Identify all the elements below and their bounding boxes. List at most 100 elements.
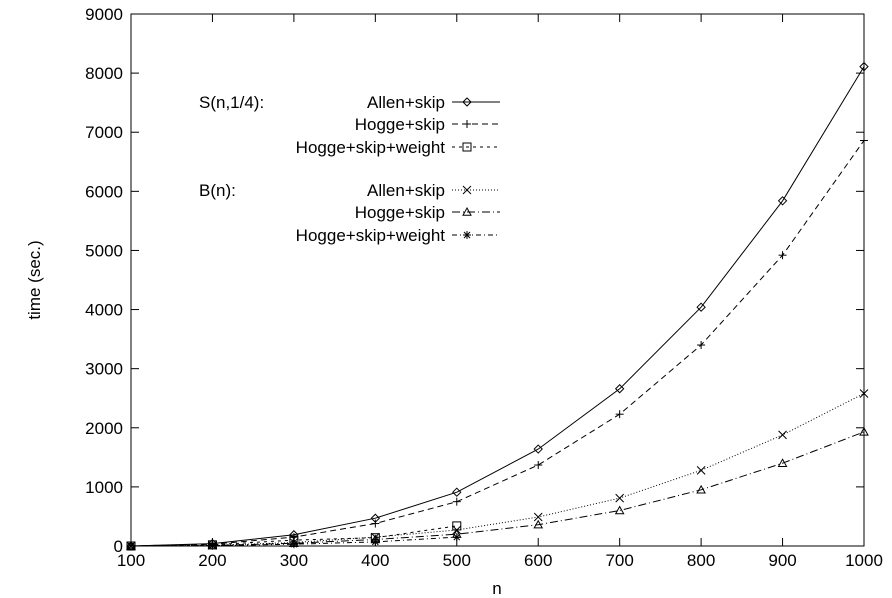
cross-marker-b	[696, 465, 706, 475]
legend-marker	[462, 142, 472, 152]
legend-entry: Hogge+skip	[355, 203, 500, 222]
y-tick-label: 3000	[85, 360, 123, 379]
cross-marker-b	[462, 185, 472, 195]
legend-label: Allen+skip	[367, 181, 445, 200]
data-point	[533, 519, 544, 529]
data-point	[371, 537, 380, 546]
series-0	[126, 61, 869, 551]
x-axis-label: n	[492, 579, 501, 598]
series-layer	[126, 61, 869, 551]
axis-tick-labels: 100 200 300 400 500 600 700 800 900 1000 0 1000 2000…	[85, 5, 883, 570]
legend-label: Allen+skip	[367, 93, 445, 112]
y-tick-label: 5000	[85, 241, 123, 260]
triangle-marker	[462, 206, 472, 216]
y-tick-label: 4000	[85, 301, 123, 320]
star-marker-b	[453, 533, 461, 541]
legend-group-label: S(n,1/4):	[199, 93, 264, 112]
data-point	[696, 465, 706, 475]
triangle-marker	[533, 519, 544, 529]
data-point	[289, 540, 298, 549]
cross-marker-b	[778, 430, 787, 440]
y-tick-label: 6000	[85, 182, 123, 201]
data-point	[859, 61, 869, 72]
legend-marker	[463, 231, 471, 239]
x-tick-label: 1000	[845, 551, 883, 570]
data-point	[371, 519, 380, 528]
x-tick-label: 700	[605, 551, 633, 570]
data-point	[859, 426, 869, 436]
legend-entry: B(n): Allen+skip	[199, 181, 500, 200]
star-marker-b	[209, 542, 216, 550]
legend-entry: S(n,1/4): Allen+skip	[199, 93, 500, 112]
x-tick-label: 900	[768, 551, 796, 570]
data-point	[696, 484, 706, 494]
triangle-marker	[859, 426, 869, 436]
triangle-marker	[777, 458, 788, 467]
series-line	[130, 393, 865, 547]
series-1	[127, 136, 868, 550]
data-point	[452, 487, 462, 497]
legend: S(n,1/4): Allen+skip Hogge+skip Hogge+skip+…	[199, 93, 500, 245]
x-tick-label: 600	[524, 551, 552, 570]
data-point	[127, 542, 135, 550]
star-marker-b	[463, 231, 471, 239]
data-point	[614, 505, 625, 515]
data-point	[696, 302, 706, 312]
diamond-marker	[533, 444, 543, 454]
data-point	[452, 533, 461, 542]
diamond-marker	[696, 302, 706, 312]
series-5	[127, 533, 461, 550]
triangle-marker	[696, 484, 706, 494]
triangle-marker	[614, 505, 625, 515]
legend-group-label: B(n):	[199, 181, 236, 200]
x-tick-label: 400	[361, 551, 389, 570]
x-tick-label: 500	[443, 551, 471, 570]
data-point	[777, 458, 788, 467]
legend-entry: Hogge+skip	[355, 115, 500, 134]
data-point	[778, 251, 787, 260]
legend-label: Hogge+skip+weight	[296, 226, 446, 245]
y-tick-label: 1000	[85, 478, 123, 497]
legend-label: Hogge+skip	[355, 203, 445, 222]
data-point	[614, 384, 625, 394]
legend-entry: Hogge+skip+weight	[296, 226, 500, 245]
y-axis-label: time (sec.)	[25, 240, 44, 319]
star-marker-b	[127, 542, 135, 550]
y-tick-label: 0	[114, 537, 123, 556]
data-point	[859, 389, 869, 398]
legend-entry: Hogge+skip+weight	[296, 138, 500, 157]
legend-marker	[462, 185, 472, 195]
cross-marker-b	[533, 512, 543, 522]
data-point	[778, 430, 787, 440]
diamond-marker	[614, 384, 625, 394]
data-point	[533, 512, 543, 522]
y-tick-label: 2000	[85, 419, 123, 438]
data-point	[615, 493, 625, 503]
star-marker-b	[290, 540, 298, 548]
x-tick-label: 800	[687, 551, 715, 570]
x-tick-label: 200	[198, 551, 226, 570]
diamond-marker	[777, 196, 788, 206]
series-line	[130, 140, 865, 547]
star-marker-b	[371, 538, 379, 546]
legend-label: Hogge+skip+weight	[296, 138, 446, 157]
series-line	[130, 431, 865, 547]
data-point	[860, 136, 868, 145]
data-point	[452, 497, 461, 506]
x-tick-label: 300	[280, 551, 308, 570]
data-point	[534, 461, 543, 470]
y-tick-label: 8000	[85, 64, 123, 83]
plot-frame	[130, 13, 865, 547]
data-point	[697, 341, 706, 350]
diamond-marker	[859, 61, 869, 72]
legend-marker	[462, 206, 472, 216]
square-marker	[462, 142, 472, 152]
diamond-marker	[462, 97, 472, 107]
series-line	[130, 66, 865, 547]
legend-marker	[463, 120, 471, 128]
data-point	[533, 444, 543, 454]
legend-label: Hogge+skip	[355, 115, 445, 134]
y-tick-label: 7000	[85, 123, 123, 142]
diamond-marker	[452, 487, 462, 497]
